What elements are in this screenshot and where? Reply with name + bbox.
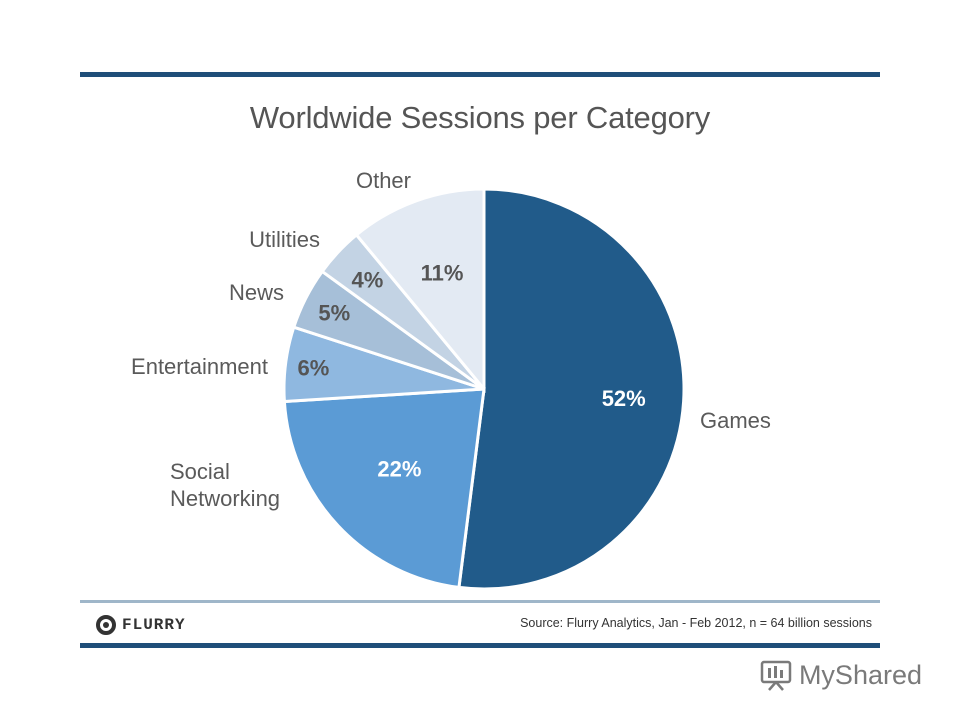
pct-label: 5% [318,301,350,326]
footer-rule [80,600,880,603]
pct-label: 6% [297,355,329,380]
presentation-icon [760,660,792,691]
bottom-rule [80,643,880,648]
source-note: Source: Flurry Analytics, Jan - Feb 2012… [520,616,872,630]
watermark: MyShared [759,655,922,695]
pct-label: 22% [377,456,421,481]
flurry-logo: FLURRY [96,612,186,638]
pie-slice-games [457,187,686,591]
category-label: Social [170,459,230,484]
pct-label: 4% [351,267,383,292]
category-label: Networking [170,486,280,511]
logo-text: FLURRY [122,616,186,634]
category-label: Other [356,168,411,193]
pie-slice-social-networking [282,387,486,590]
category-label: Entertainment [131,354,268,379]
pct-label: 52% [602,386,646,411]
watermark-text: MyShared [798,659,922,690]
chart-title: Worldwide Sessions per Category [249,100,711,135]
category-label: Utilities [249,227,320,252]
pie-slice-other [354,187,486,394]
top-rule [80,72,880,77]
flurry-logo-icon [96,615,116,635]
category-label: News [229,280,284,305]
pct-label: 11% [421,260,464,285]
category-label: Games [700,408,771,433]
